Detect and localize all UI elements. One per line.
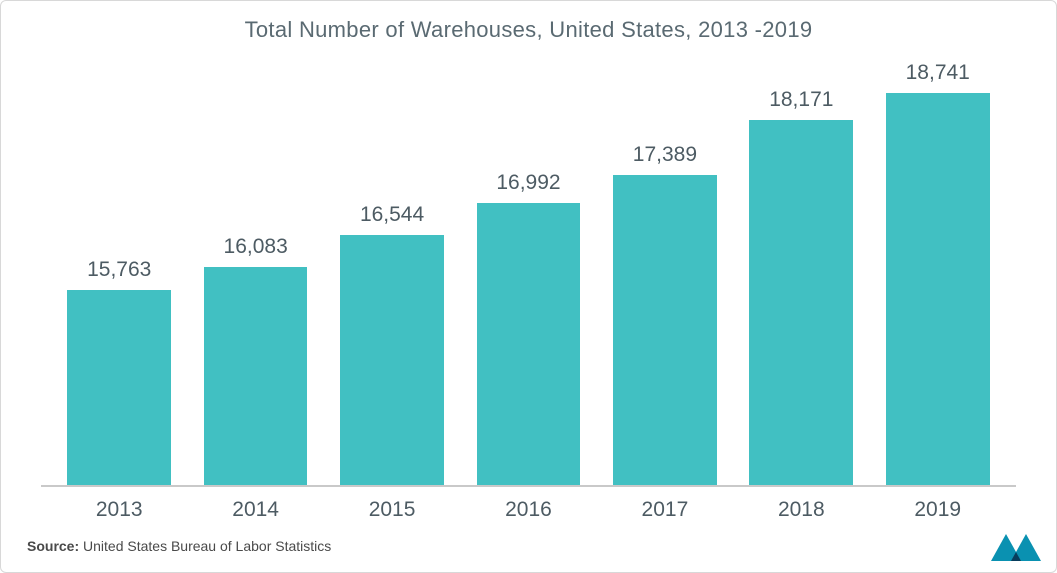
source-label: Source: [27, 538, 79, 554]
bar-value-label: 17,389 [633, 143, 697, 167]
bar-column: 16,992 [460, 61, 596, 485]
x-axis-label: 2015 [324, 498, 460, 522]
bar-column: 17,389 [597, 61, 733, 485]
bar [67, 290, 171, 485]
bar-value-label: 16,544 [360, 203, 424, 227]
chart-x-axis: 2013201420152016201720182019 [41, 498, 1016, 522]
bar-column: 16,544 [324, 61, 460, 485]
bar-column: 16,083 [187, 61, 323, 485]
bar [477, 203, 581, 485]
chart-source: Source: United States Bureau of Labor St… [27, 538, 331, 554]
bar-value-label: 18,741 [906, 61, 970, 85]
x-axis-label: 2017 [597, 498, 733, 522]
x-axis-label: 2013 [51, 498, 187, 522]
x-axis-label: 2016 [460, 498, 596, 522]
bar [749, 120, 853, 485]
chart-plot-area: 15,763 16,083 16,544 16,992 17,389 18,171 18,7… [41, 61, 1016, 487]
bar [886, 93, 990, 485]
bar-column: 18,171 [733, 61, 869, 485]
x-axis-label: 2018 [733, 498, 869, 522]
brand-logo-icon [990, 530, 1042, 562]
x-axis-label: 2014 [187, 498, 323, 522]
bar [613, 175, 717, 485]
bar-column: 18,741 [870, 61, 1006, 485]
bar [340, 235, 444, 485]
bar [204, 267, 308, 485]
chart-title: Total Number of Warehouses, United State… [1, 1, 1056, 43]
bar-column: 15,763 [51, 61, 187, 485]
bar-value-label: 15,763 [87, 258, 151, 282]
bar-value-label: 16,992 [496, 171, 560, 195]
source-text: United States Bureau of Labor Statistics [83, 538, 331, 554]
bar-value-label: 18,171 [769, 88, 833, 112]
x-axis-label: 2019 [870, 498, 1006, 522]
bar-value-label: 16,083 [224, 235, 288, 259]
